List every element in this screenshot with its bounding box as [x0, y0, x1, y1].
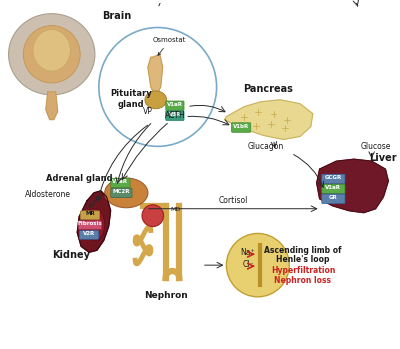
Text: V1aR: V1aR: [112, 179, 128, 184]
FancyBboxPatch shape: [322, 174, 345, 184]
Text: VP: VP: [143, 107, 153, 116]
Text: GR: GR: [329, 195, 338, 200]
Text: ACTH: ACTH: [165, 111, 186, 120]
Text: Pancreas: Pancreas: [243, 84, 292, 94]
Polygon shape: [317, 159, 388, 213]
FancyBboxPatch shape: [78, 221, 102, 229]
Text: Hyperfiltration: Hyperfiltration: [271, 266, 335, 275]
FancyBboxPatch shape: [322, 184, 345, 194]
Text: Na⁺: Na⁺: [241, 248, 255, 257]
Ellipse shape: [33, 30, 70, 71]
Ellipse shape: [145, 91, 166, 109]
Text: Adrenal gland: Adrenal gland: [46, 174, 112, 183]
Ellipse shape: [8, 14, 95, 95]
FancyBboxPatch shape: [322, 194, 345, 203]
Circle shape: [226, 233, 289, 297]
Text: Cortisol: Cortisol: [218, 196, 248, 205]
Text: V1aR: V1aR: [167, 102, 183, 107]
Text: Brain: Brain: [102, 10, 131, 21]
Text: Kidney: Kidney: [52, 250, 90, 260]
FancyBboxPatch shape: [111, 178, 130, 188]
FancyBboxPatch shape: [111, 188, 132, 198]
Polygon shape: [46, 92, 58, 120]
Polygon shape: [77, 191, 111, 252]
Text: Osmostat: Osmostat: [153, 37, 186, 55]
Ellipse shape: [85, 209, 105, 240]
Text: Henle's loop: Henle's loop: [276, 255, 330, 264]
Text: Fibrosis: Fibrosis: [78, 221, 102, 226]
Ellipse shape: [23, 25, 80, 83]
Text: MC2R: MC2R: [113, 189, 130, 194]
Text: V3R: V3R: [169, 112, 181, 117]
Text: Pituitary
gland: Pituitary gland: [110, 89, 152, 109]
Text: Glucose: Glucose: [360, 142, 391, 151]
FancyBboxPatch shape: [232, 123, 251, 132]
Text: Aldosterone: Aldosterone: [25, 190, 71, 199]
Ellipse shape: [105, 178, 148, 208]
Text: Liver: Liver: [370, 153, 397, 163]
Text: V1aR: V1aR: [325, 185, 341, 190]
Polygon shape: [148, 54, 163, 97]
Text: Nephron loss: Nephron loss: [274, 276, 332, 285]
Text: MR: MR: [85, 211, 95, 216]
Text: MD: MD: [170, 207, 180, 212]
FancyBboxPatch shape: [166, 101, 184, 111]
Text: V2R: V2R: [83, 231, 95, 236]
FancyBboxPatch shape: [166, 111, 184, 120]
Text: Nephron: Nephron: [144, 291, 188, 300]
Text: Glucagon: Glucagon: [248, 142, 284, 151]
Circle shape: [142, 205, 164, 227]
Text: Ascending limb of: Ascending limb of: [264, 246, 342, 255]
Polygon shape: [224, 100, 313, 139]
FancyBboxPatch shape: [80, 211, 100, 220]
Text: V1bR: V1bR: [233, 124, 249, 128]
FancyBboxPatch shape: [80, 231, 99, 239]
Text: GCGR: GCGR: [325, 175, 342, 180]
Text: Cl⁻: Cl⁻: [242, 260, 254, 269]
